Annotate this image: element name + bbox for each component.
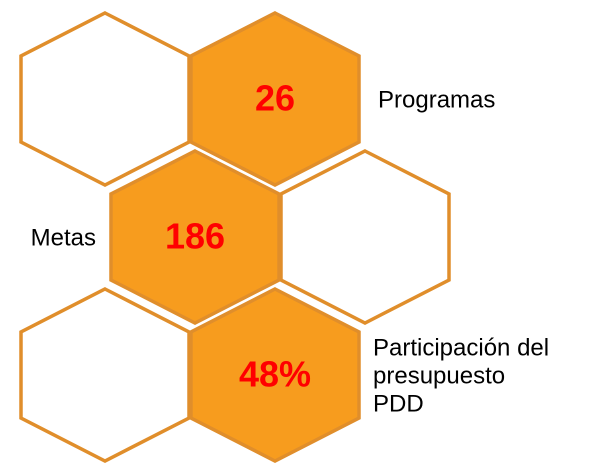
item-label: Participación del — [373, 334, 549, 361]
hexagon-empty — [19, 287, 191, 463]
hexagon-empty — [279, 149, 451, 325]
item-label: PDD — [373, 390, 424, 417]
hexagon-empty — [19, 11, 191, 187]
value-number: 48% — [239, 354, 311, 395]
item-label: Programas — [378, 86, 495, 113]
value-number: 186 — [165, 216, 225, 257]
hexagon-filled — [109, 149, 281, 325]
item-label: Metas — [31, 224, 96, 251]
value-number: 26 — [255, 78, 295, 119]
item-label: presupuesto — [373, 362, 505, 389]
hexagon-filled — [189, 287, 361, 463]
hexagon-filled — [189, 11, 361, 187]
